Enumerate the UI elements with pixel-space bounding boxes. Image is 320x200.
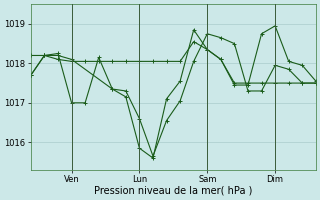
X-axis label: Pression niveau de la mer( hPa ): Pression niveau de la mer( hPa )	[94, 186, 252, 196]
